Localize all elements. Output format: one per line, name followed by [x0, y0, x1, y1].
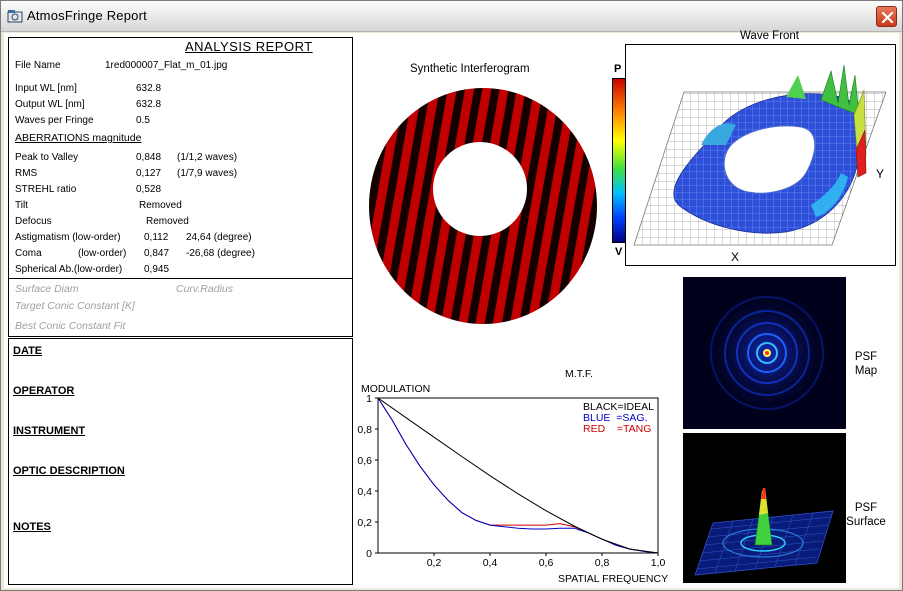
mtf-y-tick-label: 0,2 [357, 517, 372, 529]
mtf-legend-entry: RED =TANG [583, 423, 651, 435]
rms-label: RMS [15, 168, 38, 179]
defocus-value: Removed [146, 216, 189, 227]
file-name-label: File Name [15, 60, 61, 71]
mtf-y-axis-label: MODULATION [361, 383, 430, 395]
psf-surface-label-line2: Surface [846, 516, 886, 528]
app-icon [7, 10, 23, 23]
instrument-heading: INSTRUMENT [13, 425, 86, 437]
coma-order: (low-order) [78, 248, 127, 259]
psf-surface-image [683, 433, 846, 583]
mtf-x-tick-label: 0,4 [483, 557, 498, 569]
colorbar-bottom-label: V [615, 246, 623, 258]
analysis-report-panel: ANALYSIS REPORT File Name 1red000007_Fla… [8, 37, 353, 337]
defocus-label: Defocus [15, 216, 52, 227]
colorbar-top-label: P [614, 63, 622, 75]
wavefront-surface: Y X [633, 64, 887, 264]
wavefront-caption: Wave Front [740, 30, 800, 42]
mtf-plot-area [377, 397, 659, 554]
psf-map-label-line2: Map [854, 365, 878, 377]
astigmatism-angle: 24,64 (degree) [186, 232, 252, 243]
peak-to-valley-label: Peak to Valley [15, 152, 79, 163]
aberrations-heading: ABERRATIONS magnitude [15, 132, 142, 144]
wavefront-plot: Y X [625, 44, 896, 266]
date-heading: DATE [13, 345, 43, 357]
spherical-value: 0,945 [144, 264, 170, 275]
coma-angle: -26,68 (degree) [186, 248, 255, 259]
mtf-title: M.T.F. [565, 369, 593, 380]
report-canvas: ANALYSIS REPORT File Name 1red000007_Fla… [4, 30, 899, 588]
notes-panel: DATE OPERATOR INSTRUMENT OPTIC DESCRIPTI… [8, 338, 353, 585]
mtf-x-tick-label: 0,8 [595, 557, 610, 569]
psf-map-image [683, 277, 846, 429]
close-button[interactable] [876, 6, 897, 27]
psf-map-label: PSF Map [836, 350, 896, 378]
wavefront-y-label: Y [876, 167, 884, 181]
psf-surface-label-line1: PSF [854, 502, 878, 514]
peak-to-valley-value: 0,848 [136, 152, 162, 163]
surface-diam-label: Surface Diam [15, 283, 79, 295]
title-bar[interactable]: AtmosFringe Report [1, 1, 902, 32]
window-title: AtmosFringe Report [27, 8, 147, 23]
wavefront-x-label: X [731, 250, 739, 264]
astigmatism-label: Astigmatism (low-order) [15, 232, 121, 243]
strehl-label: STREHL ratio [15, 184, 77, 195]
mtf-y-tick-label: 1 [366, 393, 372, 405]
report-divider [9, 278, 352, 279]
mtf-y-tick-label: 0,8 [357, 424, 372, 436]
operator-heading: OPERATOR [13, 385, 75, 397]
waves-per-fringe-value: 0.5 [136, 115, 150, 126]
synthetic-interferogram [360, 78, 606, 334]
curv-radius-label: Curv.Radius [176, 283, 233, 295]
waves-per-fringe-label: Waves per Fringe [15, 115, 94, 126]
target-conic-label: Target Conic Constant [K] [15, 300, 135, 312]
mtf-y-tick-label: 0 [366, 548, 372, 560]
tilt-value: Removed [139, 200, 182, 211]
rms-value: 0,127 [136, 168, 162, 179]
rms-waves: (1/7,9 waves) [177, 168, 238, 179]
mtf-chart: M.T.F. MODULATION SPATIAL FREQUENCY 0 0,2… [357, 369, 668, 585]
mtf-x-axis-label: SPATIAL FREQUENCY [558, 573, 668, 585]
psf-surface-label: PSF Surface [836, 501, 896, 529]
file-name-value: 1red000007_Flat_m_01.jpg [105, 60, 228, 71]
input-wl-label: Input WL [nm] [15, 83, 77, 94]
mtf-y-tick-label: 0,6 [357, 455, 372, 467]
astigmatism-value: 0,112 [144, 232, 169, 243]
tilt-label: Tilt [15, 200, 28, 211]
mtf-legend-entry: BLACK=IDEAL [583, 401, 654, 413]
mtf-legend-entry: BLUE =SAG. [583, 412, 648, 424]
report-title: ANALYSIS REPORT [185, 39, 313, 54]
psf-map-label-line1: PSF [854, 351, 878, 363]
output-wl-value: 632.8 [136, 99, 162, 110]
notes-heading: NOTES [13, 521, 51, 533]
mtf-x-tick-label: 0,6 [539, 557, 554, 569]
close-icon [881, 11, 894, 24]
interferogram-caption: Synthetic Interferogram [410, 63, 530, 75]
mtf-y-tick-label: 0,4 [357, 486, 372, 498]
colorbar [612, 78, 626, 243]
mtf-ideal-line [377, 397, 659, 554]
spherical-label: Spherical Ab.(low-order) [15, 264, 123, 275]
mtf-x-tick-label: 1,0 [651, 557, 666, 569]
coma-label: Coma [15, 248, 42, 259]
best-conic-label: Best Conic Constant Fit [15, 320, 126, 332]
optic-description-heading: OPTIC DESCRIPTION [13, 465, 125, 477]
mtf-x-tick-label: 0,2 [427, 557, 442, 569]
strehl-value: 0,528 [136, 184, 162, 195]
coma-value: 0,847 [144, 248, 170, 259]
output-wl-label: Output WL [nm] [15, 99, 85, 110]
input-wl-value: 632.8 [136, 83, 162, 94]
peak-to-valley-waves: (1/1,2 waves) [177, 152, 238, 163]
mtf-sagittal-line [377, 397, 659, 554]
